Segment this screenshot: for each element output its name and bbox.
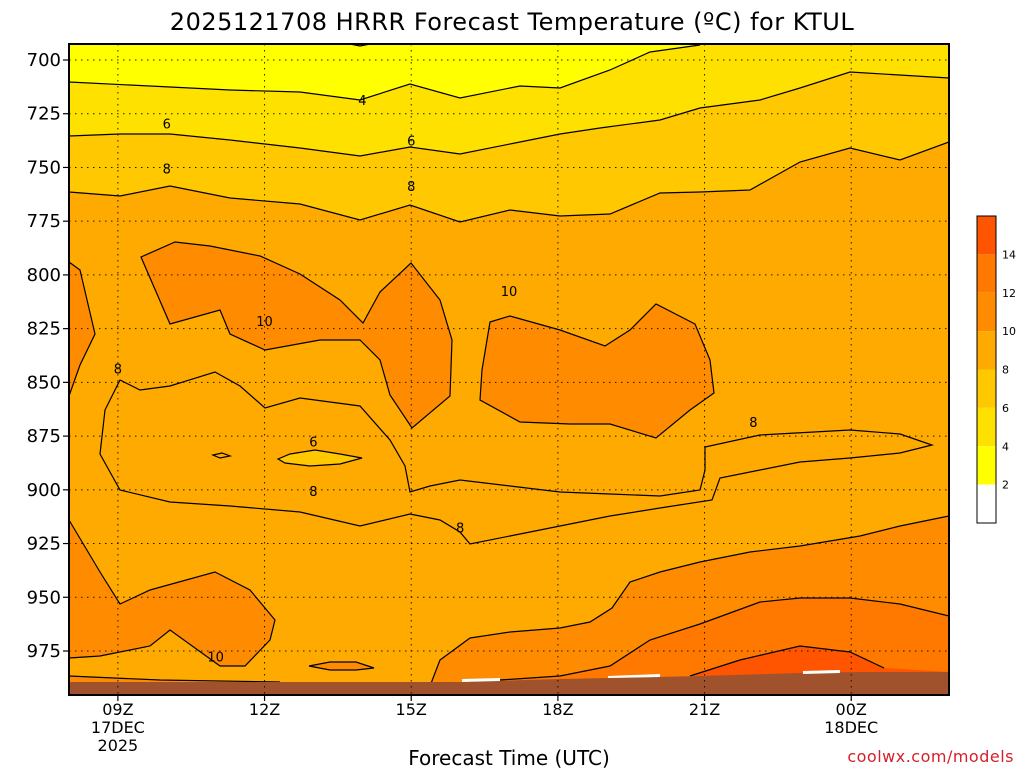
grid: [69, 44, 949, 695]
x-tick-label-2025: 2025: [98, 736, 139, 755]
temperature-band-2-4: [69, 44, 949, 100]
contour-6-tiny: [211, 452, 233, 459]
x-tick-label-15Z: 15Z: [396, 700, 427, 719]
contour-label-8: 6: [309, 436, 317, 451]
surface-highlight: [462, 670, 840, 682]
x-tick-label-12Z: 12Z: [249, 700, 280, 719]
contour-label-11: 8: [749, 416, 757, 431]
y-tick-label-700: 700: [27, 50, 61, 71]
y-tick-label-950: 950: [27, 587, 61, 608]
plot-area: 4 6 6 8 8 10 10 8 6 8 8 8 10: [69, 44, 949, 695]
contour-lines: [69, 44, 949, 687]
credit-text: coolwx.com/models: [847, 747, 1014, 766]
x-axis-label: Forecast Time (UTC): [408, 746, 610, 768]
contour-label-0: 4: [358, 94, 366, 109]
colorbar-frame: [976, 215, 997, 524]
y-tick-label-850: 850: [27, 372, 61, 393]
y-tick-label-725: 725: [27, 104, 61, 125]
contour-label-6: 10: [501, 285, 518, 300]
colorbar-tick-14: 14: [1002, 248, 1016, 261]
contour-10-lower-right: [429, 515, 949, 687]
y-tick-label-975: 975: [27, 641, 61, 662]
temperature-island-6-8: [278, 450, 362, 466]
y-tick-label-750: 750: [27, 157, 61, 178]
colorbar-bin-2: [977, 446, 996, 485]
temperature-band-10-12-upper-left: [141, 242, 452, 428]
contour-label-4: 8: [407, 180, 415, 195]
temperature-band-10-12-upper-right: [480, 304, 714, 438]
contour-label-5: 10: [256, 315, 273, 330]
colorbar-tick-12: 12: [1002, 287, 1016, 300]
x-tick-label-18Z: 18Z: [542, 700, 573, 719]
colorbar-bin-4: [977, 407, 996, 447]
plot-frame: [68, 43, 950, 696]
temperature-band-4-6: [69, 45, 949, 156]
y-tick-label-825: 825: [27, 319, 61, 340]
colorbar-tick-2: 2: [1002, 479, 1009, 492]
colorbar-tick-6: 6: [1002, 402, 1009, 415]
y-axis: 700 725 750 775 800 825 850 875 900 925 950 975: [27, 50, 69, 662]
ground-surface: [69, 672, 949, 695]
contour-label-9: 8: [309, 485, 317, 500]
x-tick-label-09Z: 09Z: [102, 700, 133, 719]
colorbar-bin-6: [977, 369, 996, 408]
contour-8-upper: [69, 141, 949, 223]
colorbar-tick-10: 10: [1002, 325, 1016, 338]
y-tick-label-925: 925: [27, 534, 61, 555]
temperature-band-6-8: [69, 72, 949, 222]
contour-6-island: [276, 449, 363, 467]
contour-8-middle: [99, 371, 935, 545]
contour-12: [469, 597, 949, 683]
contour-10-upper-left: [140, 241, 453, 429]
y-tick-label-800: 800: [27, 265, 61, 286]
contour-10-lower-left: [69, 519, 276, 667]
contour-6: [69, 71, 949, 157]
x-tick-label-18DEC: 18DEC: [824, 718, 878, 737]
colorbar-bin-below-2: [977, 484, 996, 523]
contour-10-left-edge: [69, 261, 96, 397]
x-tick-label-17DEC: 17DEC: [91, 718, 145, 737]
temperature-band-10-12-lower-left: [69, 520, 275, 666]
colorbar-bin-10: [977, 292, 996, 332]
contour-label-2: 6: [407, 135, 415, 150]
contour-4: [69, 44, 701, 101]
contour-10-upper-right: [479, 303, 715, 439]
contour-10-island: [308, 661, 375, 671]
contour-label-1: 6: [163, 117, 171, 132]
colorbar-bin-8: [977, 331, 996, 370]
colorbar-bin-12: [977, 254, 996, 293]
temperature-island-10-12: [309, 662, 374, 670]
chart-title: 2025121708 HRRR Forecast Temperature (ºC…: [170, 8, 855, 36]
contour-label-10: 8: [456, 522, 464, 537]
colorbar-tick-8: 8: [1002, 364, 1009, 377]
x-tick-label-00Z: 00Z: [836, 700, 867, 719]
colorbar: 2 4 6 8 10 12 14: [976, 215, 1016, 524]
contour-labels: 4 6 6 8 8 10 10 8 6 8 8 8 10: [114, 94, 758, 666]
contour-label-7: 8: [114, 362, 122, 377]
x-tick-label-21Z: 21Z: [689, 700, 720, 719]
contour-label-3: 8: [163, 163, 171, 178]
contour-label-12: 10: [207, 650, 224, 665]
y-tick-label-875: 875: [27, 426, 61, 447]
colorbar-tick-4: 4: [1002, 440, 1009, 453]
y-tick-label-900: 900: [27, 480, 61, 501]
contour-10-bottom: [69, 675, 281, 683]
contour-14: [689, 645, 885, 677]
colorbar-bin-14: [977, 216, 996, 255]
y-tick-label-775: 775: [27, 211, 61, 232]
